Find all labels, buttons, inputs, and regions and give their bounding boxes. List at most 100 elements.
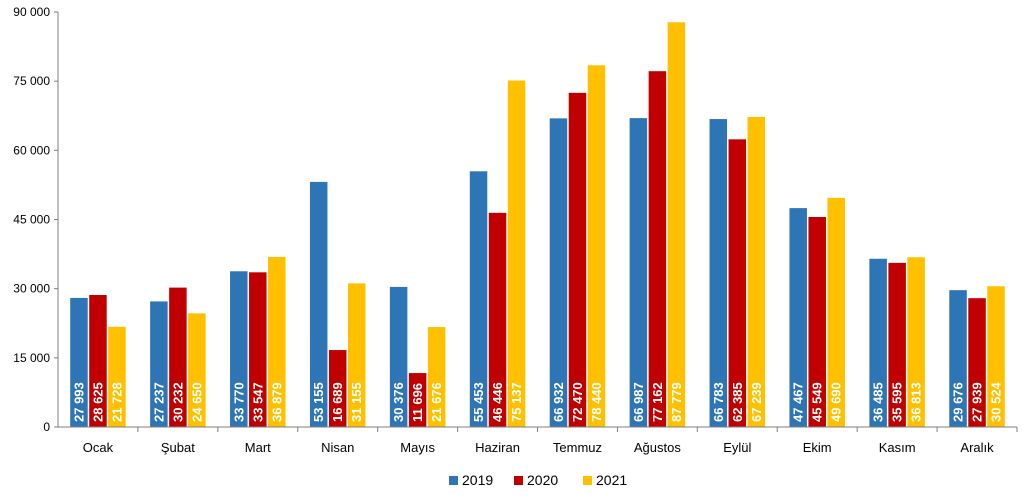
x-tick-label: Mayıs [400, 440, 435, 455]
x-tick-label: Ağustos [634, 440, 681, 455]
data-label: 66 987 [631, 382, 646, 422]
data-label: 33 770 [231, 382, 246, 422]
bar-2019-10 [869, 258, 887, 427]
bar-2021-1 [188, 313, 206, 427]
bar-2021-11 [987, 286, 1005, 427]
bar-2021-7 [667, 22, 686, 428]
x-tick-label: Ekim [803, 440, 832, 455]
bar-2019-7 [629, 118, 648, 428]
bar-2020-5 [488, 212, 507, 427]
y-tick-label: 60 000 [13, 143, 50, 157]
x-tick-label: Temmuz [553, 440, 602, 455]
data-label: 77 162 [650, 382, 665, 422]
data-label: 78 440 [589, 382, 604, 422]
y-tick-label: 45 000 [13, 213, 50, 227]
bar-2019-2 [230, 271, 248, 427]
x-tick-label: Ocak [83, 440, 114, 455]
x-tick-label: Mart [245, 440, 271, 455]
bar-2019-3 [309, 181, 328, 427]
data-label: 29 676 [951, 382, 966, 422]
data-label: 21 728 [109, 382, 124, 422]
bar-2021-0 [108, 326, 126, 427]
x-tick-label: Haziran [475, 440, 520, 455]
bars: 27 993 28 625 21 728 27 237 30 232 24 650 33 7… [70, 22, 1005, 428]
legend-label-2019: 2019 [462, 472, 493, 488]
data-label: 47 467 [791, 382, 806, 422]
bar-2019-4 [389, 286, 408, 427]
x-tick-label: Nisan [321, 440, 354, 455]
data-label: 87 779 [669, 382, 684, 422]
bar-2020-4 [408, 373, 427, 427]
y-tick-label: 75 000 [13, 74, 50, 88]
data-label: 21 676 [429, 382, 444, 422]
y-tick-label: 15 000 [13, 351, 50, 365]
bar-2020-0 [89, 295, 107, 427]
legend-swatch-2019 [449, 476, 458, 485]
legend-label-2020: 2020 [527, 472, 558, 488]
bar-2020-9 [808, 216, 826, 427]
data-label: 35 595 [890, 382, 905, 422]
data-label: 46 446 [490, 382, 505, 422]
data-label: 66 783 [711, 382, 726, 422]
data-label: 33 547 [250, 382, 265, 422]
bar-2020-2 [249, 272, 267, 427]
data-label: 27 939 [970, 382, 985, 422]
bar-2021-3 [347, 283, 366, 427]
x-tick-label: Kasım [879, 440, 916, 455]
data-label: 67 239 [749, 382, 764, 422]
data-label: 30 376 [391, 382, 406, 422]
legend-swatch-2021 [583, 476, 592, 485]
bar-2021-8 [747, 116, 766, 427]
y-tick-label: 90 000 [13, 5, 50, 19]
legend-label-2021: 2021 [596, 472, 627, 488]
data-label: 62 385 [730, 382, 745, 422]
bar-2020-6 [568, 92, 587, 427]
data-label: 72 470 [570, 382, 585, 422]
bar-2019-5 [469, 171, 488, 427]
data-label: 27 993 [71, 382, 86, 422]
bar-2020-3 [328, 350, 347, 427]
bar-2020-7 [648, 71, 667, 427]
data-label: 45 549 [810, 382, 825, 422]
x-tick-label: Aralık [960, 440, 994, 455]
data-label: 36 485 [871, 382, 886, 422]
data-label: 28 625 [90, 382, 105, 422]
data-label: 75 137 [509, 382, 524, 422]
bar-2021-4 [427, 327, 446, 427]
bar-2020-1 [169, 287, 187, 427]
data-label: 11 696 [410, 383, 425, 422]
y-axis: 0 15 000 30 000 45 000 60 000 75 000 90 000 [13, 5, 59, 434]
y-tick-label: 0 [43, 420, 50, 434]
data-label: 24 650 [189, 382, 204, 422]
bar-2020-8 [728, 139, 747, 427]
bar-2019-1 [150, 301, 168, 427]
bar-2021-2 [268, 256, 286, 427]
x-tick-label: Eylül [723, 440, 751, 455]
bar-2021-9 [827, 197, 845, 427]
bar-2021-10 [907, 257, 925, 427]
data-label: 30 232 [170, 382, 185, 422]
bar-2021-5 [507, 80, 526, 427]
data-label: 27 237 [151, 382, 166, 422]
y-tick-label: 30 000 [13, 282, 50, 296]
data-label: 55 453 [471, 382, 486, 422]
x-tick-label: Şubat [161, 440, 195, 455]
bar-2019-6 [549, 118, 568, 428]
bar-2019-9 [789, 208, 807, 427]
data-label: 49 690 [829, 382, 844, 422]
bar-2021-6 [587, 65, 606, 428]
legend: 2019 2020 2021 [449, 472, 627, 488]
bar-2019-8 [709, 119, 728, 427]
bar-2020-11 [968, 298, 986, 427]
legend-swatch-2020 [514, 476, 523, 485]
data-label: 36 813 [909, 382, 924, 422]
data-label: 30 524 [989, 381, 1004, 422]
data-label: 53 155 [311, 382, 326, 422]
bar-2019-0 [70, 297, 88, 427]
bar-2019-11 [949, 290, 967, 427]
data-label: 36 879 [269, 382, 284, 422]
bar-2020-10 [888, 262, 906, 427]
data-label: 31 155 [349, 382, 364, 422]
x-axis: Ocak Şubat Mart Nisan Mayıs Haziran Temmuz Ağus… [58, 426, 1018, 455]
